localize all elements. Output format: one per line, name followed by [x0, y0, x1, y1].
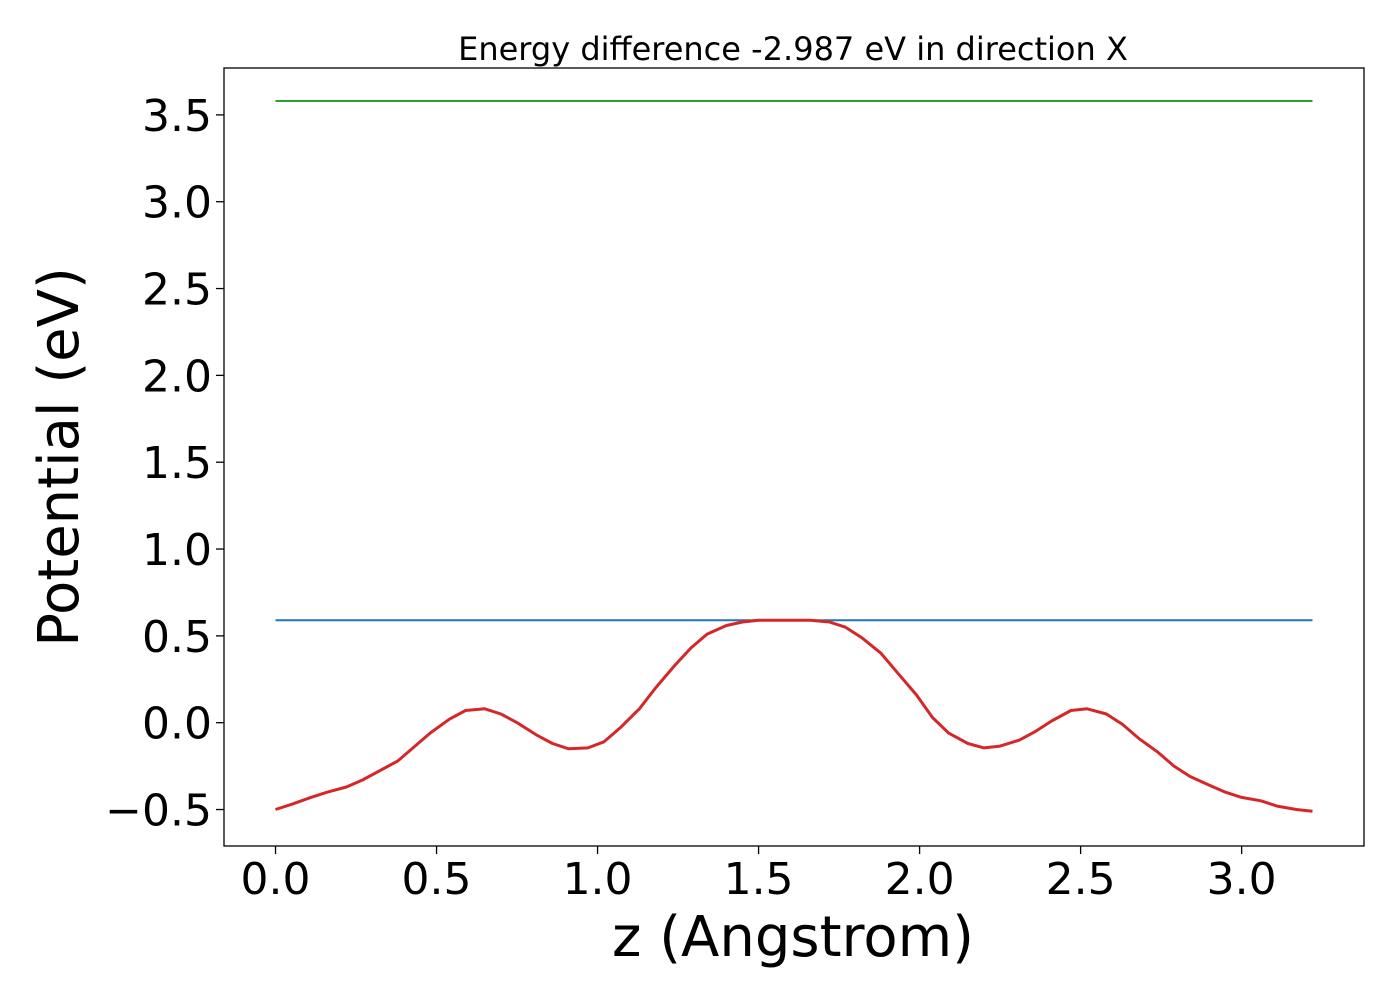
plot-lines — [275, 100, 1313, 813]
x-axis-label: z (Angstrom) — [612, 905, 974, 970]
chart-title: Energy difference -2.987 eV in direction… — [458, 30, 1128, 68]
x-tick-label: 1.0 — [563, 854, 633, 905]
y-tick-label: −0.5 — [105, 786, 212, 837]
y-axis-label: Potential (eV) — [27, 267, 92, 647]
plot-frame — [223, 67, 1365, 847]
series-line-3 — [275, 618, 1313, 813]
x-tick-label: 2.0 — [885, 854, 955, 905]
y-axis: −0.5 0.0 0.5 1.0 1.5 2.0 2.5 3.0 3.5 — [105, 91, 224, 837]
y-tick-label: 1.0 — [142, 525, 212, 576]
y-tick-label: 0.5 — [142, 612, 212, 663]
y-tick-label: 3.5 — [142, 91, 212, 142]
x-axis: 0.0 0.5 1.0 1.5 2.0 2.5 3.0 — [241, 846, 1277, 905]
y-tick-label: 3.0 — [142, 178, 212, 229]
y-tick-label: 0.0 — [142, 699, 212, 750]
x-tick-label: 1.5 — [724, 854, 794, 905]
x-tick-label: 2.5 — [1046, 854, 1116, 905]
y-tick-label: 1.5 — [142, 438, 212, 489]
x-tick-label: 3.0 — [1207, 854, 1277, 905]
x-tick-label: 0.5 — [402, 854, 472, 905]
y-tick-label: 2.5 — [142, 265, 212, 316]
x-tick-label: 0.0 — [241, 854, 311, 905]
y-tick-label: 2.0 — [142, 351, 212, 402]
